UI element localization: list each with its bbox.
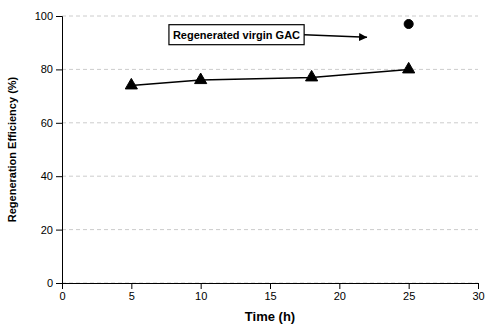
marks — [125, 19, 414, 88]
y-tick-label: 20 — [41, 224, 53, 236]
grid-line — [62, 176, 478, 177]
x-tick: 0 — [59, 283, 65, 302]
y-tick: 80 — [41, 63, 62, 75]
x-tick-mark — [131, 283, 132, 289]
y-tick-mark — [56, 283, 62, 284]
y-tick-label: 0 — [47, 277, 53, 289]
x-tick: 30 — [472, 283, 484, 302]
x-tick-label: 30 — [472, 290, 484, 302]
y-tick: 100 — [35, 10, 62, 22]
annotation-box — [169, 25, 304, 45]
grid-line — [62, 229, 478, 230]
y-tick: 60 — [41, 117, 62, 129]
y-tick-label: 60 — [41, 117, 53, 129]
triangle-marker — [125, 78, 137, 89]
y-tick: 20 — [41, 224, 62, 236]
y-tick-label: 40 — [41, 170, 53, 182]
x-axis-title: Time (h) — [245, 309, 295, 324]
grid-line — [62, 69, 478, 70]
y-tick-label: 100 — [35, 10, 53, 22]
x-tick-label: 0 — [59, 290, 65, 302]
triangle-marker — [403, 62, 415, 73]
x-tick-label: 20 — [334, 290, 346, 302]
x-axis-line — [63, 284, 479, 290]
x-tick-mark — [339, 283, 340, 289]
chart: 0 5 10 15 20 25 30 0 20 40 60 80 100 Regenerated virg… — [0, 0, 500, 329]
triangle-marker — [195, 73, 207, 84]
annotation: Regenerated virgin GAC — [169, 25, 367, 45]
y-tick-mark — [56, 123, 62, 124]
y-grid — [62, 16, 478, 283]
x-tick-mark — [478, 283, 479, 289]
x-tick-mark — [409, 283, 410, 289]
y-tick-mark — [56, 16, 62, 17]
y-tick: 40 — [41, 170, 62, 182]
grid-line — [62, 16, 478, 17]
x-tick-label: 10 — [195, 290, 207, 302]
x-tick-mark — [201, 283, 202, 289]
x-tick: 15 — [264, 283, 276, 302]
annotation-arrow — [304, 35, 367, 38]
y-axis-title: Regeneration Efficiency (%) — [6, 76, 18, 222]
x-tick-label: 5 — [129, 290, 135, 302]
x-tick-label: 15 — [264, 290, 276, 302]
annotation-text: Regenerated virgin GAC — [173, 29, 300, 41]
series-line — [131, 69, 408, 85]
circle-marker — [404, 19, 413, 28]
x-tick: 25 — [403, 283, 415, 302]
y-axis: 0 20 40 60 80 100 — [35, 10, 63, 289]
grid-line — [62, 122, 478, 123]
y-tick: 0 — [47, 277, 62, 289]
x-tick: 10 — [195, 283, 207, 302]
x-tick-mark — [270, 283, 271, 289]
x-axis: 0 5 10 15 20 25 30 — [59, 283, 484, 302]
y-tick-mark — [56, 69, 62, 70]
x-tick: 20 — [334, 283, 346, 302]
y-tick-label: 80 — [41, 63, 53, 75]
x-tick: 5 — [129, 283, 135, 302]
y-tick-mark — [56, 176, 62, 177]
x-tick-label: 25 — [403, 290, 415, 302]
y-axis-line — [56, 17, 63, 284]
triangle-marker — [306, 70, 318, 81]
plot: 0 5 10 15 20 25 30 0 20 40 60 80 100 Regenerated virg… — [35, 10, 485, 302]
y-tick-mark — [56, 230, 62, 231]
